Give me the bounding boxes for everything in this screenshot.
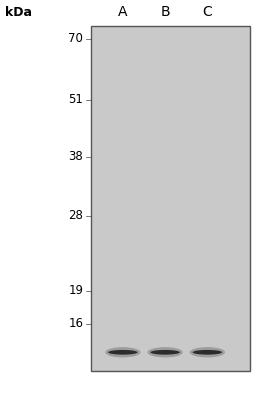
Text: 38: 38	[68, 150, 83, 163]
Text: B: B	[160, 5, 170, 19]
Text: 19: 19	[68, 284, 83, 297]
Text: kDa: kDa	[5, 6, 32, 19]
Bar	[91, 26, 250, 371]
Text: 51: 51	[68, 94, 83, 107]
Text: C: C	[202, 5, 212, 19]
Text: 70: 70	[68, 32, 83, 45]
Ellipse shape	[108, 350, 138, 354]
Ellipse shape	[190, 347, 225, 358]
Text: 16: 16	[68, 317, 83, 330]
Ellipse shape	[150, 350, 180, 354]
Ellipse shape	[193, 350, 222, 354]
Ellipse shape	[105, 347, 141, 358]
Text: A: A	[118, 5, 128, 19]
Text: 28: 28	[68, 209, 83, 222]
Ellipse shape	[147, 347, 183, 358]
